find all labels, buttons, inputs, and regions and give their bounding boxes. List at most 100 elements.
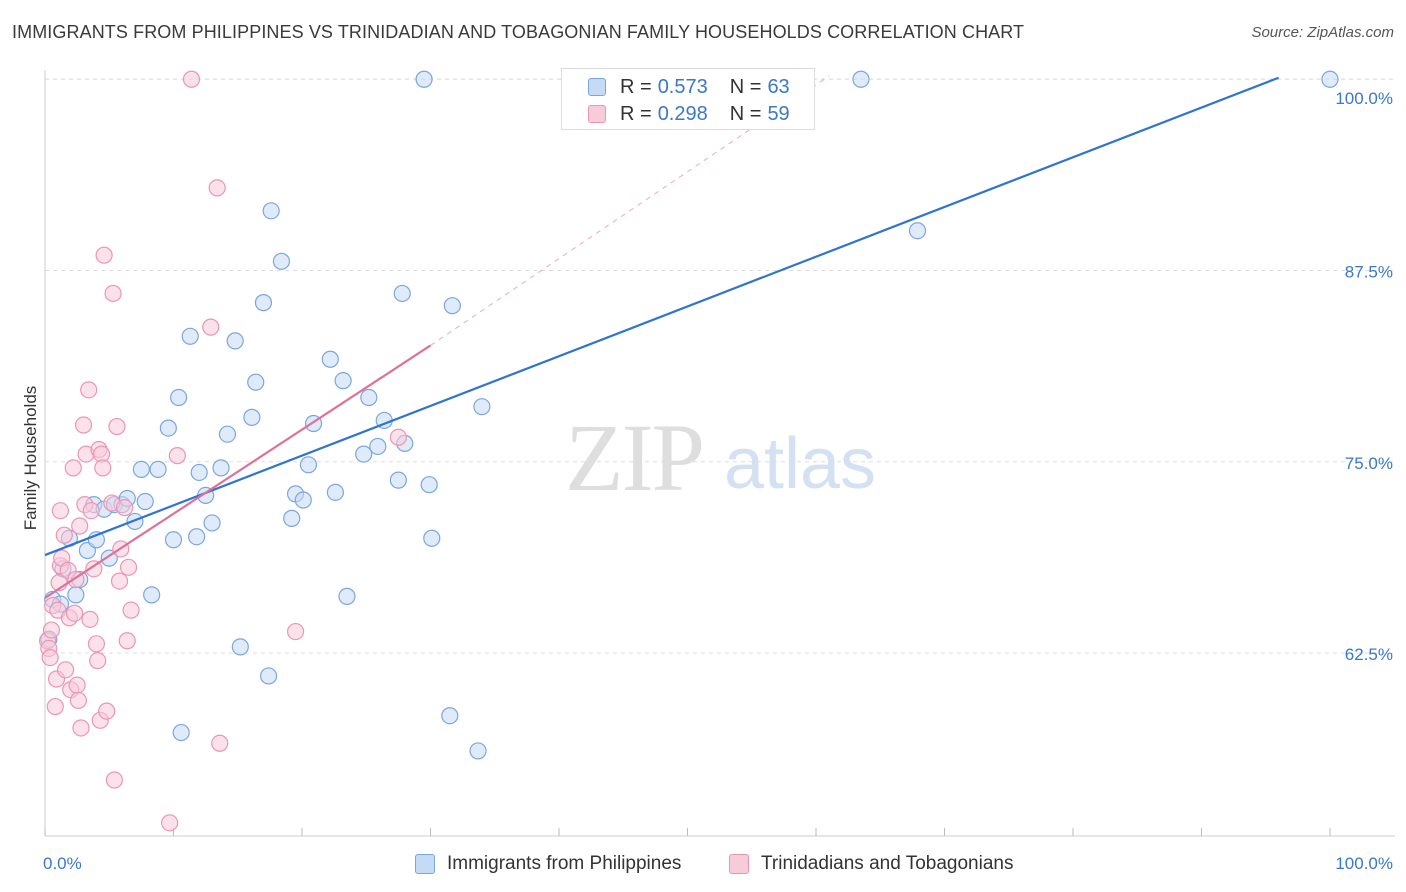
stats-legend: R = 0.573 N = 63 R = 0.298 N = 59 [561, 68, 815, 130]
point-trinidad [161, 814, 179, 832]
point-trinidad [202, 318, 220, 336]
point-trinidad [182, 70, 201, 88]
point-philippines [231, 638, 249, 656]
legend-label-trinidad: Trinidadians and Tobagonians [761, 853, 1014, 874]
point-philippines [338, 587, 356, 605]
point-philippines [181, 327, 199, 345]
point-trinidad [64, 459, 82, 477]
point-trinidad [72, 719, 90, 737]
point-philippines [132, 460, 150, 478]
point-philippines [469, 742, 487, 760]
point-philippines [355, 445, 373, 463]
point-philippines [203, 514, 221, 532]
point-philippines [283, 509, 301, 527]
point-philippines [254, 294, 273, 312]
point-trinidad [81, 610, 99, 628]
point-trinidad [51, 502, 70, 520]
point-philippines [908, 222, 927, 240]
point-trinidad [46, 697, 64, 716]
r-value-philippines: 0.573 [657, 75, 708, 98]
legend-item-trinidad[interactable]: Trinidadians and Tobagonians [729, 850, 1013, 878]
y-tick-label: 87.5% [1345, 263, 1393, 282]
y-tick-label: 100.0% [1335, 89, 1393, 108]
x-tick-label-min: 0.0% [43, 854, 82, 873]
point-trinidad [42, 621, 61, 639]
legend-label-philippines: Immigrants from Philippines [447, 853, 682, 874]
point-philippines [159, 419, 177, 437]
point-trinidad [56, 661, 75, 679]
point-philippines [143, 586, 161, 604]
point-trinidad [41, 648, 59, 667]
point-philippines [369, 437, 387, 456]
y-tick-label: 75.0% [1345, 454, 1393, 473]
trinidad-legend-swatch [729, 854, 749, 874]
point-philippines [326, 483, 345, 501]
point-philippines [473, 398, 491, 416]
trendline-trinidad [44, 344, 432, 599]
trinidad-swatch [588, 105, 606, 123]
point-trinidad [105, 771, 123, 789]
n-label: N = [729, 102, 762, 125]
point-trinidad [87, 635, 106, 653]
point-philippines [334, 372, 352, 390]
series-legend: Immigrants from Philippines Trinidadians… [0, 850, 1406, 878]
n-value-trinidad: 59 [767, 102, 790, 125]
point-trinidad [110, 572, 129, 590]
point-trinidad [118, 632, 136, 650]
point-philippines [172, 723, 190, 742]
legend-item-philippines[interactable]: Immigrants from Philippines [415, 850, 681, 878]
n-label: N = [729, 75, 762, 98]
point-philippines [218, 425, 237, 443]
point-philippines [852, 70, 870, 88]
point-philippines [443, 297, 461, 315]
point-trinidad [82, 502, 100, 520]
point-philippines [170, 388, 188, 407]
point-trinidad [98, 702, 116, 720]
point-philippines [420, 476, 438, 494]
point-trinidad [71, 517, 89, 535]
point-philippines [272, 252, 291, 270]
r-label: R = [620, 102, 652, 125]
trendline-philippines [44, 76, 1279, 557]
point-trinidad [89, 652, 107, 670]
point-philippines [190, 463, 208, 482]
watermark-atlas: atlas [724, 424, 876, 504]
point-philippines [247, 373, 265, 391]
point-philippines [188, 528, 206, 546]
philippines-legend-swatch [415, 854, 435, 874]
x-tick-label-max: 100.0% [1335, 854, 1393, 873]
point-trinidad [208, 179, 226, 197]
point-philippines [294, 491, 312, 509]
point-trinidad [108, 417, 126, 436]
point-philippines [67, 586, 85, 604]
point-trinidad [95, 246, 113, 264]
point-philippines [164, 531, 183, 549]
stats-legend-row-trinidad: R = 0.298 N = 59 [588, 101, 790, 127]
point-trinidad [122, 601, 140, 619]
point-philippines [259, 667, 278, 685]
watermark-zip: ZIP [565, 404, 703, 511]
point-trinidad [85, 560, 103, 578]
point-trinidad [74, 416, 93, 434]
point-philippines [149, 460, 167, 478]
point-philippines [389, 471, 407, 489]
y-tick-label: 62.5% [1345, 645, 1393, 664]
point-philippines [212, 459, 230, 477]
point-trinidad [69, 691, 88, 710]
point-philippines [136, 492, 154, 511]
point-trinidad [68, 676, 86, 694]
point-trinidad [55, 526, 73, 544]
point-philippines [441, 707, 459, 725]
point-philippines [415, 70, 433, 88]
point-trinidad [211, 734, 229, 752]
point-philippines [423, 529, 441, 547]
point-trinidad [116, 499, 134, 517]
point-trinidad [65, 604, 84, 622]
point-trinidad [168, 447, 186, 465]
point-philippines [262, 202, 280, 220]
point-trinidad [119, 558, 138, 576]
point-philippines [299, 456, 318, 474]
philippines-swatch [588, 78, 606, 96]
point-trinidad [80, 381, 98, 399]
